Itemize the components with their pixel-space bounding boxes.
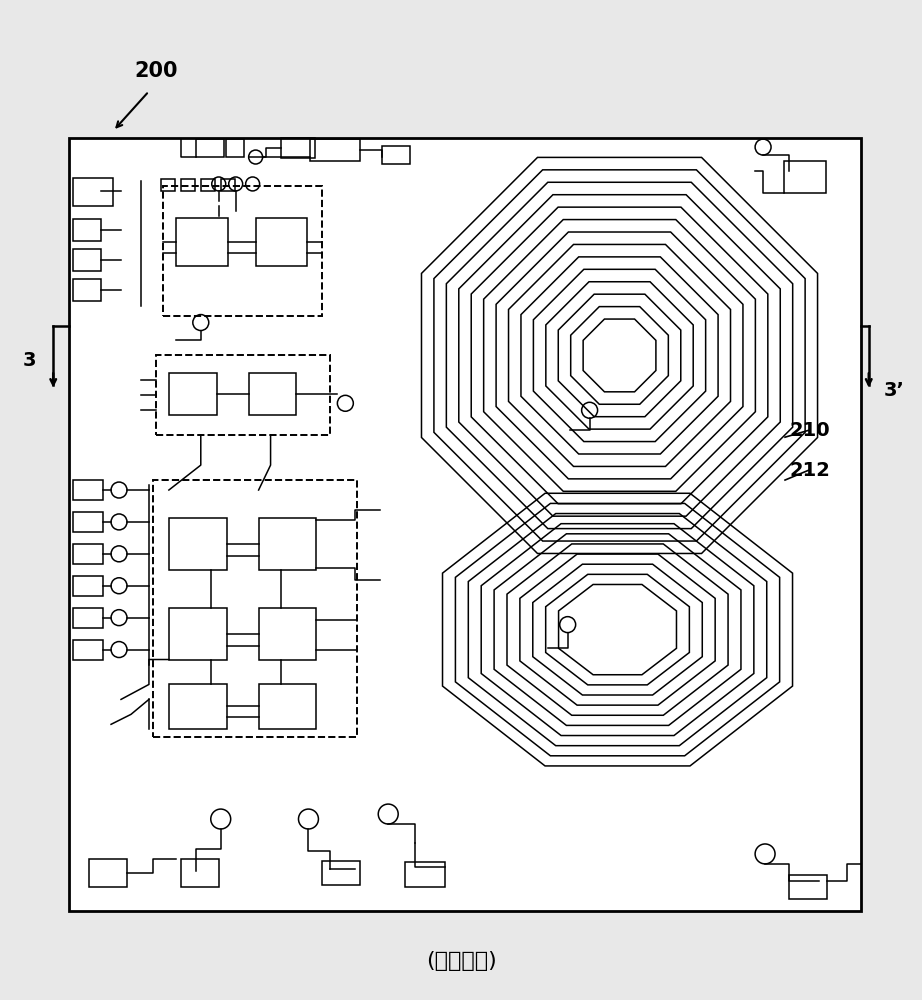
- Bar: [73, 512, 103, 532]
- Bar: [280, 138, 315, 158]
- Bar: [69, 138, 861, 911]
- Bar: [156, 355, 330, 435]
- Bar: [161, 179, 175, 191]
- Bar: [220, 179, 235, 191]
- Bar: [73, 640, 103, 660]
- Bar: [176, 218, 228, 266]
- Bar: [169, 373, 217, 415]
- Bar: [73, 544, 103, 564]
- Bar: [181, 179, 195, 191]
- Text: 200: 200: [135, 61, 178, 81]
- Bar: [73, 480, 103, 500]
- Text: 210: 210: [789, 421, 830, 440]
- Bar: [73, 249, 101, 271]
- Bar: [405, 862, 445, 887]
- Bar: [255, 218, 307, 266]
- Bar: [195, 139, 224, 157]
- Bar: [153, 480, 358, 737]
- Text: 3: 3: [22, 351, 36, 370]
- Bar: [73, 178, 113, 206]
- Text: 3’: 3’: [883, 381, 904, 400]
- Bar: [89, 859, 127, 887]
- Bar: [169, 684, 227, 729]
- Bar: [258, 684, 316, 729]
- Bar: [311, 139, 361, 161]
- Bar: [201, 179, 215, 191]
- Bar: [789, 875, 827, 899]
- Bar: [169, 518, 227, 570]
- Bar: [383, 146, 410, 164]
- Bar: [258, 518, 316, 570]
- Bar: [226, 139, 243, 157]
- Bar: [163, 186, 323, 316]
- Bar: [181, 859, 219, 887]
- Bar: [784, 161, 826, 193]
- Text: 212: 212: [789, 461, 830, 480]
- Bar: [323, 861, 361, 885]
- Bar: [73, 279, 101, 301]
- Bar: [73, 219, 101, 241]
- Text: (现有技术): (现有技术): [426, 951, 496, 971]
- Bar: [73, 576, 103, 596]
- Bar: [73, 608, 103, 628]
- Bar: [249, 373, 297, 415]
- Bar: [258, 608, 316, 660]
- Bar: [169, 608, 227, 660]
